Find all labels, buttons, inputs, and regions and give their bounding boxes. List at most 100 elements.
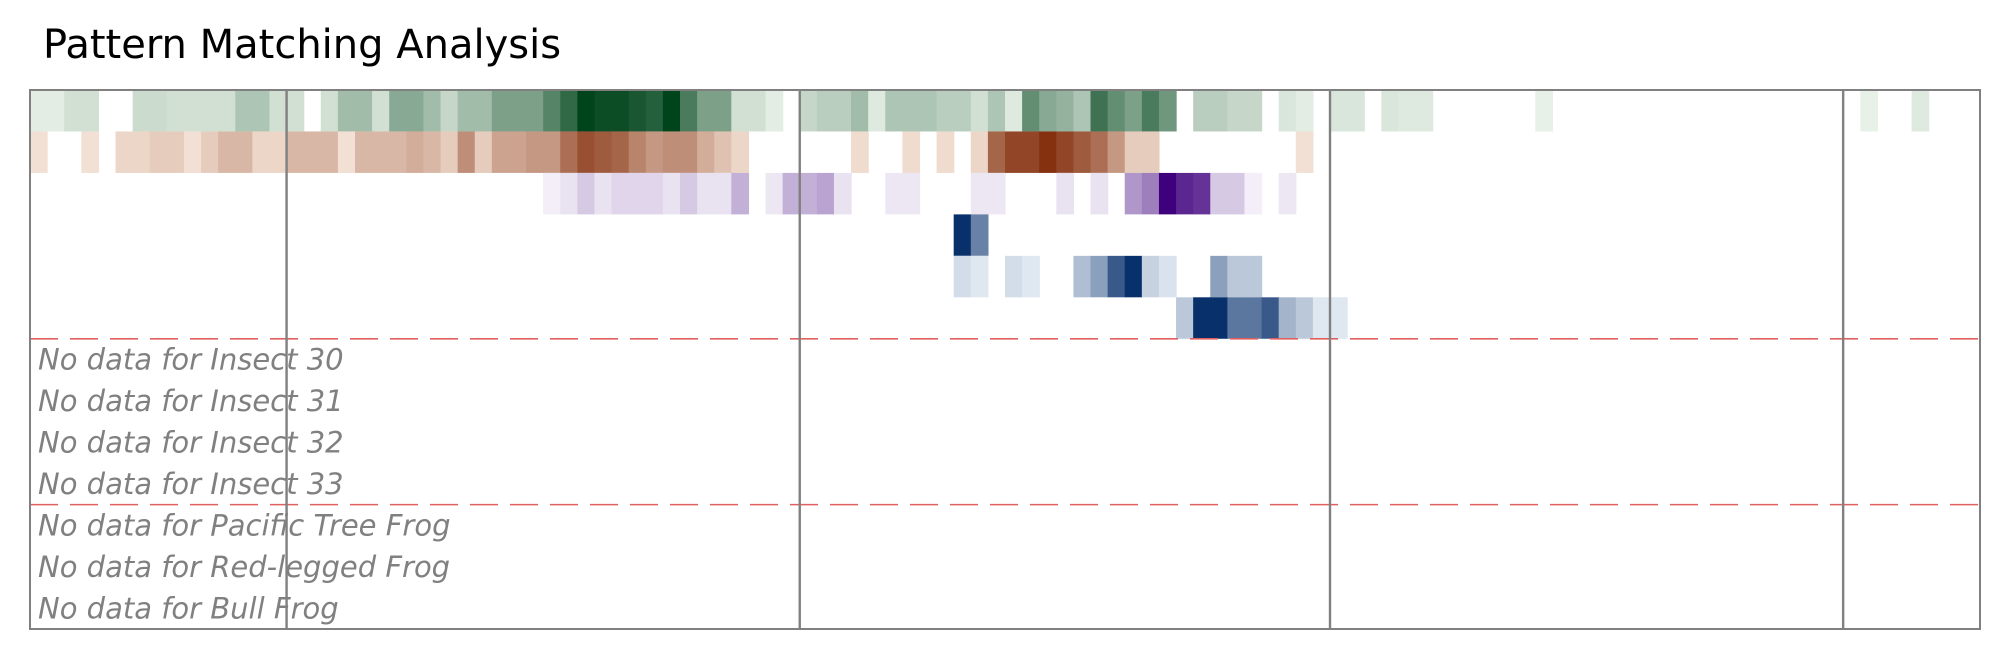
- heatmap-cell: [1278, 297, 1297, 339]
- heatmap-cell: [1039, 131, 1057, 173]
- heatmap-cell: [1227, 297, 1246, 339]
- heatmap-cell: [1210, 172, 1228, 215]
- heatmap-cell: [183, 131, 202, 173]
- heatmap-cell: [423, 131, 442, 173]
- heatmap-cell: [662, 131, 681, 173]
- heatmap-cell: [902, 90, 921, 132]
- heatmap-cell: [81, 131, 100, 173]
- heatmap-cell: [987, 172, 1006, 215]
- heatmap-cell: [970, 172, 989, 215]
- heatmap-cell: [953, 90, 972, 132]
- heatmap-cell: [645, 90, 664, 132]
- heatmap-cell: [645, 131, 664, 173]
- heatmap-cell: [936, 90, 955, 132]
- heatmap-cell: [577, 131, 596, 173]
- heatmap-cell: [1381, 90, 1400, 132]
- heatmap-cell: [286, 90, 305, 132]
- heatmap-cell: [1073, 131, 1092, 173]
- heatmap-cell: [902, 172, 921, 215]
- heatmap-cell: [1227, 172, 1246, 215]
- heatmap-cell: [1073, 90, 1092, 132]
- heatmap-cell: [611, 90, 630, 132]
- heatmap-cell: [1244, 172, 1263, 215]
- heatmap-cell: [851, 90, 869, 132]
- heatmap-cell: [30, 90, 48, 132]
- heatmap-cell: [1141, 172, 1160, 215]
- heatmap-cell: [833, 172, 852, 215]
- heatmap-cell: [1911, 90, 1930, 132]
- heatmap-cell: [355, 131, 373, 173]
- heatmap-cell: [833, 90, 852, 132]
- heatmap-cell: [1295, 297, 1314, 339]
- heatmap-cell: [1022, 255, 1040, 298]
- no-data-label: No data for Insect 31: [38, 384, 344, 418]
- heatmap-cell: [1176, 297, 1194, 339]
- heatmap-cell: [543, 172, 561, 215]
- heatmap-cell: [1295, 131, 1314, 173]
- heatmap-cells: [30, 90, 1930, 339]
- heatmap-cell: [1210, 90, 1228, 132]
- heatmap-cell: [970, 214, 989, 256]
- heatmap-cell: [594, 90, 613, 132]
- heatmap-cell: [474, 131, 493, 173]
- heatmap-cell: [816, 172, 835, 215]
- heatmap-cell: [1022, 131, 1040, 173]
- plot-frame: [29, 89, 1981, 630]
- heatmap-cell: [628, 90, 647, 132]
- heatmap-cell: [1330, 297, 1348, 339]
- heatmap-cell: [987, 90, 1006, 132]
- heatmap-cell: [1193, 172, 1211, 215]
- heatmap-cell: [1005, 255, 1023, 298]
- heatmap-cell: [1278, 90, 1297, 132]
- heatmap-cell: [1141, 131, 1160, 173]
- heatmap-cell: [765, 172, 784, 215]
- heatmap-cell: [662, 172, 681, 215]
- heatmap-cell: [885, 172, 903, 215]
- heatmap-cell: [1090, 90, 1109, 132]
- heatmap-cell: [816, 90, 835, 132]
- heatmap-cell: [577, 90, 596, 132]
- heatmap-cell: [1261, 297, 1280, 339]
- heatmap-cell: [697, 172, 715, 215]
- heatmap-cell: [1056, 172, 1075, 215]
- heatmap-cell: [1141, 255, 1160, 298]
- heatmap-cell: [765, 90, 784, 132]
- heatmap-cell: [970, 255, 989, 298]
- heatmap-cell: [320, 131, 339, 173]
- heatmap-cell: [782, 172, 801, 215]
- heatmap-cell: [799, 90, 818, 132]
- heatmap-cell: [1193, 297, 1211, 339]
- heatmap-cell: [1244, 297, 1263, 339]
- heatmap-cell: [1090, 131, 1109, 173]
- heatmap-cell: [1244, 90, 1263, 132]
- heatmap-cell: [594, 131, 613, 173]
- heatmap-cell: [1124, 172, 1143, 215]
- heatmap-cell: [47, 90, 65, 132]
- heatmap-cell: [714, 131, 732, 173]
- heatmap-cell: [1176, 172, 1194, 215]
- heatmap-cell: [1158, 172, 1177, 215]
- heatmap-cell: [1005, 131, 1023, 173]
- heatmap-cell: [628, 131, 647, 173]
- heatmap-cell: [560, 131, 578, 173]
- heatmap-cell: [1227, 255, 1246, 298]
- heatmap-cell: [799, 172, 818, 215]
- heatmap-cell: [201, 90, 219, 132]
- heatmap-cell: [1124, 131, 1143, 173]
- heatmap-cell: [697, 131, 715, 173]
- heatmap-cell: [474, 90, 493, 132]
- heatmap-cell: [1141, 90, 1160, 132]
- heatmap-cell: [30, 131, 48, 173]
- heatmap-cell: [628, 172, 647, 215]
- heatmap-cell: [1107, 90, 1126, 132]
- heatmap-cell: [1073, 255, 1092, 298]
- heatmap-cell: [970, 90, 989, 132]
- heatmap-cell: [902, 131, 921, 173]
- heatmap-cell: [1210, 255, 1228, 298]
- heatmap-cell: [748, 90, 767, 132]
- heatmap-cell: [235, 131, 253, 173]
- heatmap-cell: [491, 131, 510, 173]
- heatmap-cell: [149, 131, 168, 173]
- heatmap-cell: [1005, 90, 1023, 132]
- heatmap-cell: [491, 90, 510, 132]
